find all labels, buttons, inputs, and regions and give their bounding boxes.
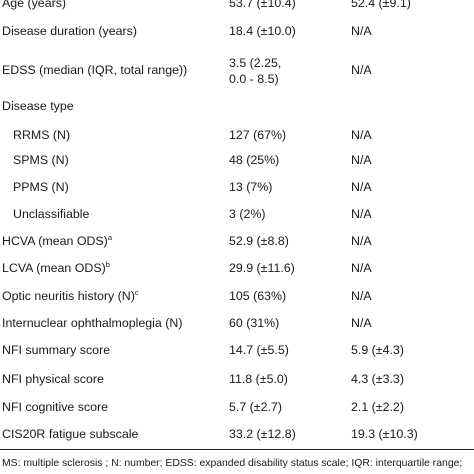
row-label: HCVA (mean ODS)a bbox=[2, 234, 112, 248]
footnote-marker: c bbox=[134, 288, 139, 297]
row-label: NFI cognitive score bbox=[2, 400, 109, 414]
row-label: SPMS (N) bbox=[13, 153, 69, 167]
control-value: N/A bbox=[351, 128, 372, 142]
control-value: N/A bbox=[351, 316, 372, 330]
row-label: Internuclear ophthalmoplegia (N) bbox=[2, 316, 183, 330]
ms-value: 11.8 (±5.0) bbox=[229, 372, 288, 386]
table-footnote: MS: multiple sclerosis ; N: number; EDSS… bbox=[2, 458, 463, 469]
ms-value: 3.5 (2.25, bbox=[229, 56, 282, 70]
ms-value: 53.7 (±10.4) bbox=[229, 0, 296, 10]
control-value: N/A bbox=[351, 234, 372, 248]
ms-value: 127 (67%) bbox=[229, 128, 287, 142]
ms-value: 48 (25%) bbox=[229, 153, 280, 167]
control-value: N/A bbox=[351, 153, 372, 167]
ms-value: 14.7 (±5.5) bbox=[229, 343, 289, 357]
control-value: N/A bbox=[351, 63, 372, 77]
control-value: N/A bbox=[351, 207, 372, 221]
ms-value: 13 (7%) bbox=[229, 180, 273, 194]
ms-value: 3 (2%) bbox=[229, 207, 266, 221]
control-value: 2.1 (±2.2) bbox=[351, 400, 404, 414]
section-label: Disease type bbox=[2, 99, 74, 113]
ms-value: 60 (31%) bbox=[229, 316, 280, 330]
footnote-marker: b bbox=[105, 260, 110, 269]
control-value: N/A bbox=[351, 24, 372, 38]
control-value: 52.4 (±9.1) bbox=[351, 0, 411, 10]
ms-value: 18.4 (±10.0) bbox=[229, 24, 296, 38]
row-label: EDSS (median (IQR, total range)) bbox=[2, 63, 188, 77]
row-label: Age (years) bbox=[2, 0, 67, 10]
control-value: N/A bbox=[351, 180, 372, 194]
ms-value: 5.7 (±2.7) bbox=[229, 400, 282, 414]
control-value: 19.3 (±10.3) bbox=[351, 427, 418, 441]
row-label: LCVA (mean ODS)b bbox=[2, 261, 110, 275]
row-label: Optic neuritis history (N)c bbox=[2, 289, 139, 303]
row-label-text: HCVA (mean ODS) bbox=[2, 234, 108, 248]
row-label: RRMS (N) bbox=[13, 128, 71, 142]
row-label-text: Optic neuritis history (N) bbox=[2, 289, 135, 303]
footnote-marker: a bbox=[107, 233, 112, 242]
row-label-text: LCVA (mean ODS) bbox=[2, 261, 106, 275]
ms-value: 105 (63%) bbox=[229, 289, 287, 303]
row-label: Disease duration (years) bbox=[2, 24, 137, 38]
row-label: Unclassifiable bbox=[13, 207, 90, 221]
control-value: 5.9 (±4.3) bbox=[351, 343, 404, 357]
ms-value-continued: 0.0 - 8.5) bbox=[229, 72, 279, 86]
row-label: NFI summary score bbox=[2, 343, 111, 357]
row-label: CIS20R fatigue subscale bbox=[2, 427, 139, 441]
control-value: 4.3 (±3.3) bbox=[351, 372, 404, 386]
row-label: NFI physical score bbox=[2, 372, 104, 386]
ms-value: 29.9 (±11.6) bbox=[229, 261, 295, 275]
ms-value: 33.2 (±12.8) bbox=[229, 427, 296, 441]
row-label: PPMS (N) bbox=[13, 180, 69, 194]
ms-value: 52.9 (±8.8) bbox=[229, 234, 289, 248]
control-value: N/A bbox=[351, 261, 372, 275]
control-value: N/A bbox=[351, 289, 372, 303]
table-bottom-rule bbox=[0, 449, 474, 450]
